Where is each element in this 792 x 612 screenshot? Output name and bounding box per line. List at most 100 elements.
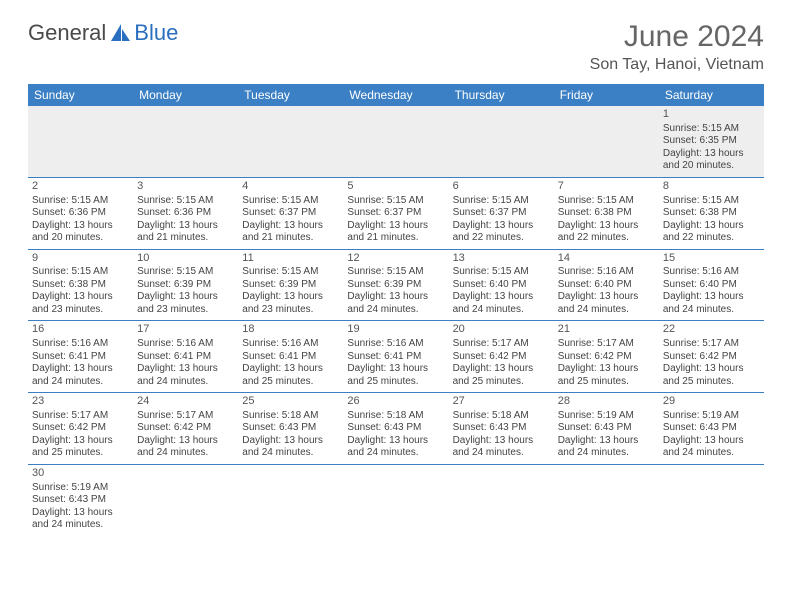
calendar-day-cell: 17Sunrise: 5:16 AMSunset: 6:41 PMDayligh… xyxy=(133,321,238,393)
calendar-day-cell: 18Sunrise: 5:16 AMSunset: 6:41 PMDayligh… xyxy=(238,321,343,393)
day-detail-line: Sunrise: 5:15 AM xyxy=(347,266,444,279)
day-number: 7 xyxy=(558,180,655,194)
day-detail-line: Sunset: 6:40 PM xyxy=(558,279,655,292)
calendar-day-cell: 29Sunrise: 5:19 AMSunset: 6:43 PMDayligh… xyxy=(659,393,764,465)
calendar-day-cell: 26Sunrise: 5:18 AMSunset: 6:43 PMDayligh… xyxy=(343,393,448,465)
day-detail-line: Sunset: 6:41 PM xyxy=(137,351,234,364)
day-detail-line: Sunrise: 5:19 AM xyxy=(558,410,655,423)
calendar-day-cell: 20Sunrise: 5:17 AMSunset: 6:42 PMDayligh… xyxy=(449,321,554,393)
day-detail-line: Sunrise: 5:15 AM xyxy=(137,266,234,279)
day-detail-line: Sunrise: 5:16 AM xyxy=(32,338,129,351)
day-detail-line: Sunset: 6:43 PM xyxy=(242,422,339,435)
day-number: 28 xyxy=(558,395,655,409)
day-detail-line: Daylight: 13 hours and 24 minutes. xyxy=(242,435,339,460)
day-detail-line: Daylight: 13 hours and 24 minutes. xyxy=(137,363,234,388)
calendar-day-cell: 10Sunrise: 5:15 AMSunset: 6:39 PMDayligh… xyxy=(133,249,238,321)
day-detail-line: Daylight: 13 hours and 21 minutes. xyxy=(242,220,339,245)
day-detail-line: Daylight: 13 hours and 22 minutes. xyxy=(663,220,760,245)
brand-part2: Blue xyxy=(134,20,178,46)
day-detail-line: Sunset: 6:43 PM xyxy=(453,422,550,435)
day-detail-line: Sunset: 6:41 PM xyxy=(32,351,129,364)
day-detail-line: Sunrise: 5:15 AM xyxy=(242,266,339,279)
calendar-day-cell xyxy=(343,464,448,535)
day-detail-line: Sunrise: 5:16 AM xyxy=(558,266,655,279)
day-detail-line: Sunrise: 5:15 AM xyxy=(32,266,129,279)
calendar-day-cell: 22Sunrise: 5:17 AMSunset: 6:42 PMDayligh… xyxy=(659,321,764,393)
day-number: 21 xyxy=(558,323,655,337)
day-detail-line: Daylight: 13 hours and 21 minutes. xyxy=(347,220,444,245)
day-detail-line: Sunrise: 5:15 AM xyxy=(242,195,339,208)
day-detail-line: Sunset: 6:36 PM xyxy=(32,207,129,220)
day-number: 3 xyxy=(137,180,234,194)
calendar-day-cell: 19Sunrise: 5:16 AMSunset: 6:41 PMDayligh… xyxy=(343,321,448,393)
day-detail-line: Daylight: 13 hours and 24 minutes. xyxy=(558,291,655,316)
calendar-week-row: 16Sunrise: 5:16 AMSunset: 6:41 PMDayligh… xyxy=(28,321,764,393)
calendar-day-cell: 1Sunrise: 5:15 AMSunset: 6:35 PMDaylight… xyxy=(659,106,764,177)
day-detail-line: Daylight: 13 hours and 25 minutes. xyxy=(558,363,655,388)
day-detail-line: Sunrise: 5:15 AM xyxy=(32,195,129,208)
day-detail-line: Sunrise: 5:16 AM xyxy=(347,338,444,351)
day-detail-line: Daylight: 13 hours and 24 minutes. xyxy=(663,291,760,316)
day-detail-line: Sunset: 6:42 PM xyxy=(137,422,234,435)
calendar-day-cell: 16Sunrise: 5:16 AMSunset: 6:41 PMDayligh… xyxy=(28,321,133,393)
calendar-day-cell xyxy=(554,464,659,535)
weekday-header: Saturday xyxy=(659,84,764,106)
calendar-week-row: 1Sunrise: 5:15 AMSunset: 6:35 PMDaylight… xyxy=(28,106,764,177)
day-detail-line: Daylight: 13 hours and 24 minutes. xyxy=(347,291,444,316)
day-detail-line: Daylight: 13 hours and 20 minutes. xyxy=(663,148,760,173)
day-detail-line: Sunset: 6:38 PM xyxy=(32,279,129,292)
day-detail-line: Sunset: 6:37 PM xyxy=(347,207,444,220)
day-detail-line: Sunrise: 5:19 AM xyxy=(32,482,129,495)
day-detail-line: Sunset: 6:38 PM xyxy=(558,207,655,220)
calendar-day-cell: 25Sunrise: 5:18 AMSunset: 6:43 PMDayligh… xyxy=(238,393,343,465)
day-number: 12 xyxy=(347,252,444,266)
weekday-header: Friday xyxy=(554,84,659,106)
day-number: 23 xyxy=(32,395,129,409)
weekday-header: Sunday xyxy=(28,84,133,106)
calendar-day-cell: 7Sunrise: 5:15 AMSunset: 6:38 PMDaylight… xyxy=(554,177,659,249)
day-number: 30 xyxy=(32,467,129,481)
brand-part1: General xyxy=(28,20,106,46)
day-detail-line: Daylight: 13 hours and 20 minutes. xyxy=(32,220,129,245)
day-detail-line: Sunset: 6:42 PM xyxy=(558,351,655,364)
day-number: 8 xyxy=(663,180,760,194)
day-detail-line: Sunrise: 5:18 AM xyxy=(242,410,339,423)
day-detail-line: Daylight: 13 hours and 24 minutes. xyxy=(32,507,129,532)
day-detail-line: Sunset: 6:43 PM xyxy=(663,422,760,435)
day-detail-line: Daylight: 13 hours and 24 minutes. xyxy=(32,363,129,388)
calendar-day-cell xyxy=(133,106,238,177)
weekday-header: Monday xyxy=(133,84,238,106)
calendar-day-cell xyxy=(554,106,659,177)
day-detail-line: Sunrise: 5:15 AM xyxy=(558,195,655,208)
day-detail-line: Sunrise: 5:15 AM xyxy=(453,195,550,208)
day-detail-line: Sunset: 6:38 PM xyxy=(663,207,760,220)
day-detail-line: Daylight: 13 hours and 24 minutes. xyxy=(663,435,760,460)
month-title: June 2024 xyxy=(590,20,764,54)
calendar-day-cell xyxy=(449,106,554,177)
day-number: 22 xyxy=(663,323,760,337)
day-detail-line: Daylight: 13 hours and 23 minutes. xyxy=(242,291,339,316)
day-number: 15 xyxy=(663,252,760,266)
calendar-day-cell: 21Sunrise: 5:17 AMSunset: 6:42 PMDayligh… xyxy=(554,321,659,393)
calendar-day-cell: 27Sunrise: 5:18 AMSunset: 6:43 PMDayligh… xyxy=(449,393,554,465)
calendar-day-cell: 2Sunrise: 5:15 AMSunset: 6:36 PMDaylight… xyxy=(28,177,133,249)
calendar-day-cell xyxy=(238,464,343,535)
day-detail-line: Sunset: 6:42 PM xyxy=(32,422,129,435)
day-number: 1 xyxy=(663,108,760,122)
calendar-body: 1Sunrise: 5:15 AMSunset: 6:35 PMDaylight… xyxy=(28,106,764,536)
day-number: 2 xyxy=(32,180,129,194)
day-detail-line: Sunrise: 5:16 AM xyxy=(663,266,760,279)
day-detail-line: Daylight: 13 hours and 25 minutes. xyxy=(32,435,129,460)
calendar-day-cell: 5Sunrise: 5:15 AMSunset: 6:37 PMDaylight… xyxy=(343,177,448,249)
weekday-header-row: SundayMondayTuesdayWednesdayThursdayFrid… xyxy=(28,84,764,106)
day-number: 11 xyxy=(242,252,339,266)
calendar-day-cell xyxy=(659,464,764,535)
calendar-day-cell: 6Sunrise: 5:15 AMSunset: 6:37 PMDaylight… xyxy=(449,177,554,249)
location-text: Son Tay, Hanoi, Vietnam xyxy=(590,56,764,74)
day-number: 14 xyxy=(558,252,655,266)
day-number: 19 xyxy=(347,323,444,337)
day-detail-line: Sunrise: 5:17 AM xyxy=(558,338,655,351)
day-detail-line: Sunset: 6:39 PM xyxy=(137,279,234,292)
calendar-day-cell: 28Sunrise: 5:19 AMSunset: 6:43 PMDayligh… xyxy=(554,393,659,465)
day-detail-line: Daylight: 13 hours and 25 minutes. xyxy=(242,363,339,388)
